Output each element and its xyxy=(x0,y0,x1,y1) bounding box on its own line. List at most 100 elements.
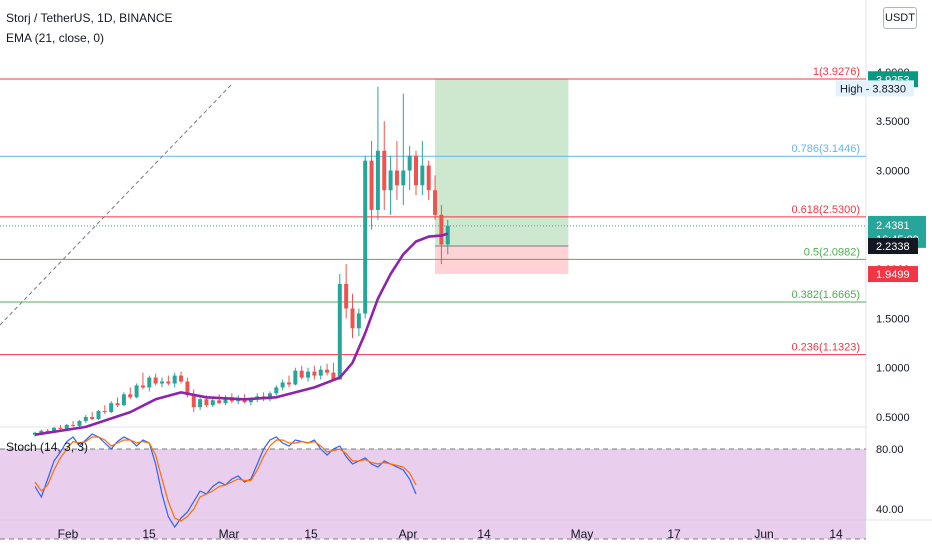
candle-body xyxy=(223,397,228,404)
candle-body xyxy=(128,394,133,398)
stoch-band xyxy=(0,449,866,539)
candle-body xyxy=(350,308,355,329)
candle-body xyxy=(58,427,63,429)
candle-body xyxy=(83,417,88,421)
candle-body xyxy=(312,371,317,376)
candle-body xyxy=(52,427,57,432)
stoch-line xyxy=(34,436,417,522)
price-axis-tick: 1.0000 xyxy=(876,363,910,375)
fib-level-label: 0.382(1.6665) xyxy=(792,289,861,301)
candle-body xyxy=(153,377,158,384)
candle-body xyxy=(191,395,196,408)
candle-body xyxy=(39,430,44,433)
candle-body xyxy=(198,399,203,408)
candle-body xyxy=(293,370,298,385)
candle-body xyxy=(109,403,114,413)
candle-body xyxy=(363,160,368,314)
price-axis-tick: 3.0000 xyxy=(876,166,910,178)
candle-body xyxy=(414,155,418,186)
candle-body xyxy=(331,372,336,380)
fib-level-label: 0.786(3.1446) xyxy=(792,143,861,155)
profit-zone xyxy=(435,79,569,247)
candle-body xyxy=(248,399,253,403)
candle-body xyxy=(115,403,120,406)
candle-body xyxy=(426,165,431,191)
candle-body xyxy=(356,313,361,329)
time-axis-tick: Jun xyxy=(754,527,773,541)
candle-body xyxy=(210,400,215,406)
candle-body xyxy=(344,283,349,309)
time-axis-tick: 17 xyxy=(667,527,681,541)
candle-body xyxy=(280,382,285,388)
price-marker xyxy=(868,266,918,283)
candle-body xyxy=(394,170,399,186)
candle-body xyxy=(337,283,342,380)
candle-body xyxy=(420,165,425,186)
stoch-indicator-label[interactable]: Stoch (14, 3, 3) xyxy=(6,440,89,454)
candle-body xyxy=(382,150,387,191)
time-axis-tick: Feb xyxy=(58,527,79,541)
ema-indicator-label[interactable]: EMA (21, close, 0) xyxy=(6,31,105,45)
candle-body xyxy=(45,430,50,432)
candle-body xyxy=(102,411,107,413)
fib-level-label: 0.618(2.5300) xyxy=(792,204,861,216)
candle-body xyxy=(71,424,76,426)
fib-level-label: 0.236(1.1323) xyxy=(792,342,861,354)
candle-body xyxy=(375,150,380,210)
price-axis-tick: 1.5000 xyxy=(876,313,910,325)
candle-body xyxy=(134,385,139,398)
candle-body xyxy=(433,190,438,215)
currency-badge[interactable]: USDT xyxy=(883,7,917,29)
price-marker-label: 1.9499 xyxy=(876,269,910,281)
candle-body xyxy=(172,375,177,384)
price-marker-label: 2.2338 xyxy=(876,241,910,253)
candle-body xyxy=(306,371,311,378)
candle-body xyxy=(140,385,145,388)
time-axis-tick: Apr xyxy=(399,527,418,541)
candle-body xyxy=(299,370,304,378)
price-marker xyxy=(868,238,918,255)
candle-body xyxy=(204,399,209,406)
candle-body xyxy=(147,377,152,388)
time-axis-tick: 15 xyxy=(304,527,318,541)
candle-body xyxy=(318,369,323,376)
fib-level-label: 1(3.9276) xyxy=(813,66,860,78)
candle-body xyxy=(401,170,406,186)
candle-body xyxy=(369,160,374,210)
time-axis-tick: 15 xyxy=(142,527,156,541)
candle-body xyxy=(160,381,164,384)
last-price-label: 2.4381 xyxy=(876,220,910,232)
candle-body xyxy=(325,369,330,373)
trend-line xyxy=(0,83,233,326)
loss-zone xyxy=(435,246,569,275)
price-axis-tick: 3.5000 xyxy=(876,116,910,128)
candle-body xyxy=(90,417,95,419)
candle-body xyxy=(64,424,69,429)
candle-body xyxy=(274,387,279,394)
candle-body xyxy=(166,381,171,384)
high-marker-box xyxy=(836,80,914,97)
candle-body xyxy=(267,393,272,400)
stoch-axis-tick: 80.00 xyxy=(876,444,904,456)
time-axis-tick: Mar xyxy=(219,527,240,541)
candle-body xyxy=(388,170,393,191)
symbol-title: Storj / TetherUS, 1D, BINANCE xyxy=(6,11,173,25)
time-axis-tick: 14 xyxy=(477,527,491,541)
candle-body xyxy=(96,411,101,419)
candle-body xyxy=(407,155,412,171)
candle-body xyxy=(77,420,82,426)
candle-body xyxy=(179,375,184,382)
candle-body xyxy=(217,400,222,404)
candle-body xyxy=(185,381,190,396)
stoch-axis-tick: 40.00 xyxy=(876,504,904,516)
price-axis-tick: 0.5000 xyxy=(876,412,910,424)
time-axis-tick: May xyxy=(571,527,594,541)
time-axis-tick: 14 xyxy=(829,527,843,541)
candle-body xyxy=(439,214,444,245)
ema-line xyxy=(34,232,449,436)
fib-level-label: 0.5(2.0982) xyxy=(804,246,860,258)
candle-body xyxy=(287,382,291,385)
candle-body xyxy=(445,225,450,245)
candle-body xyxy=(121,394,126,406)
